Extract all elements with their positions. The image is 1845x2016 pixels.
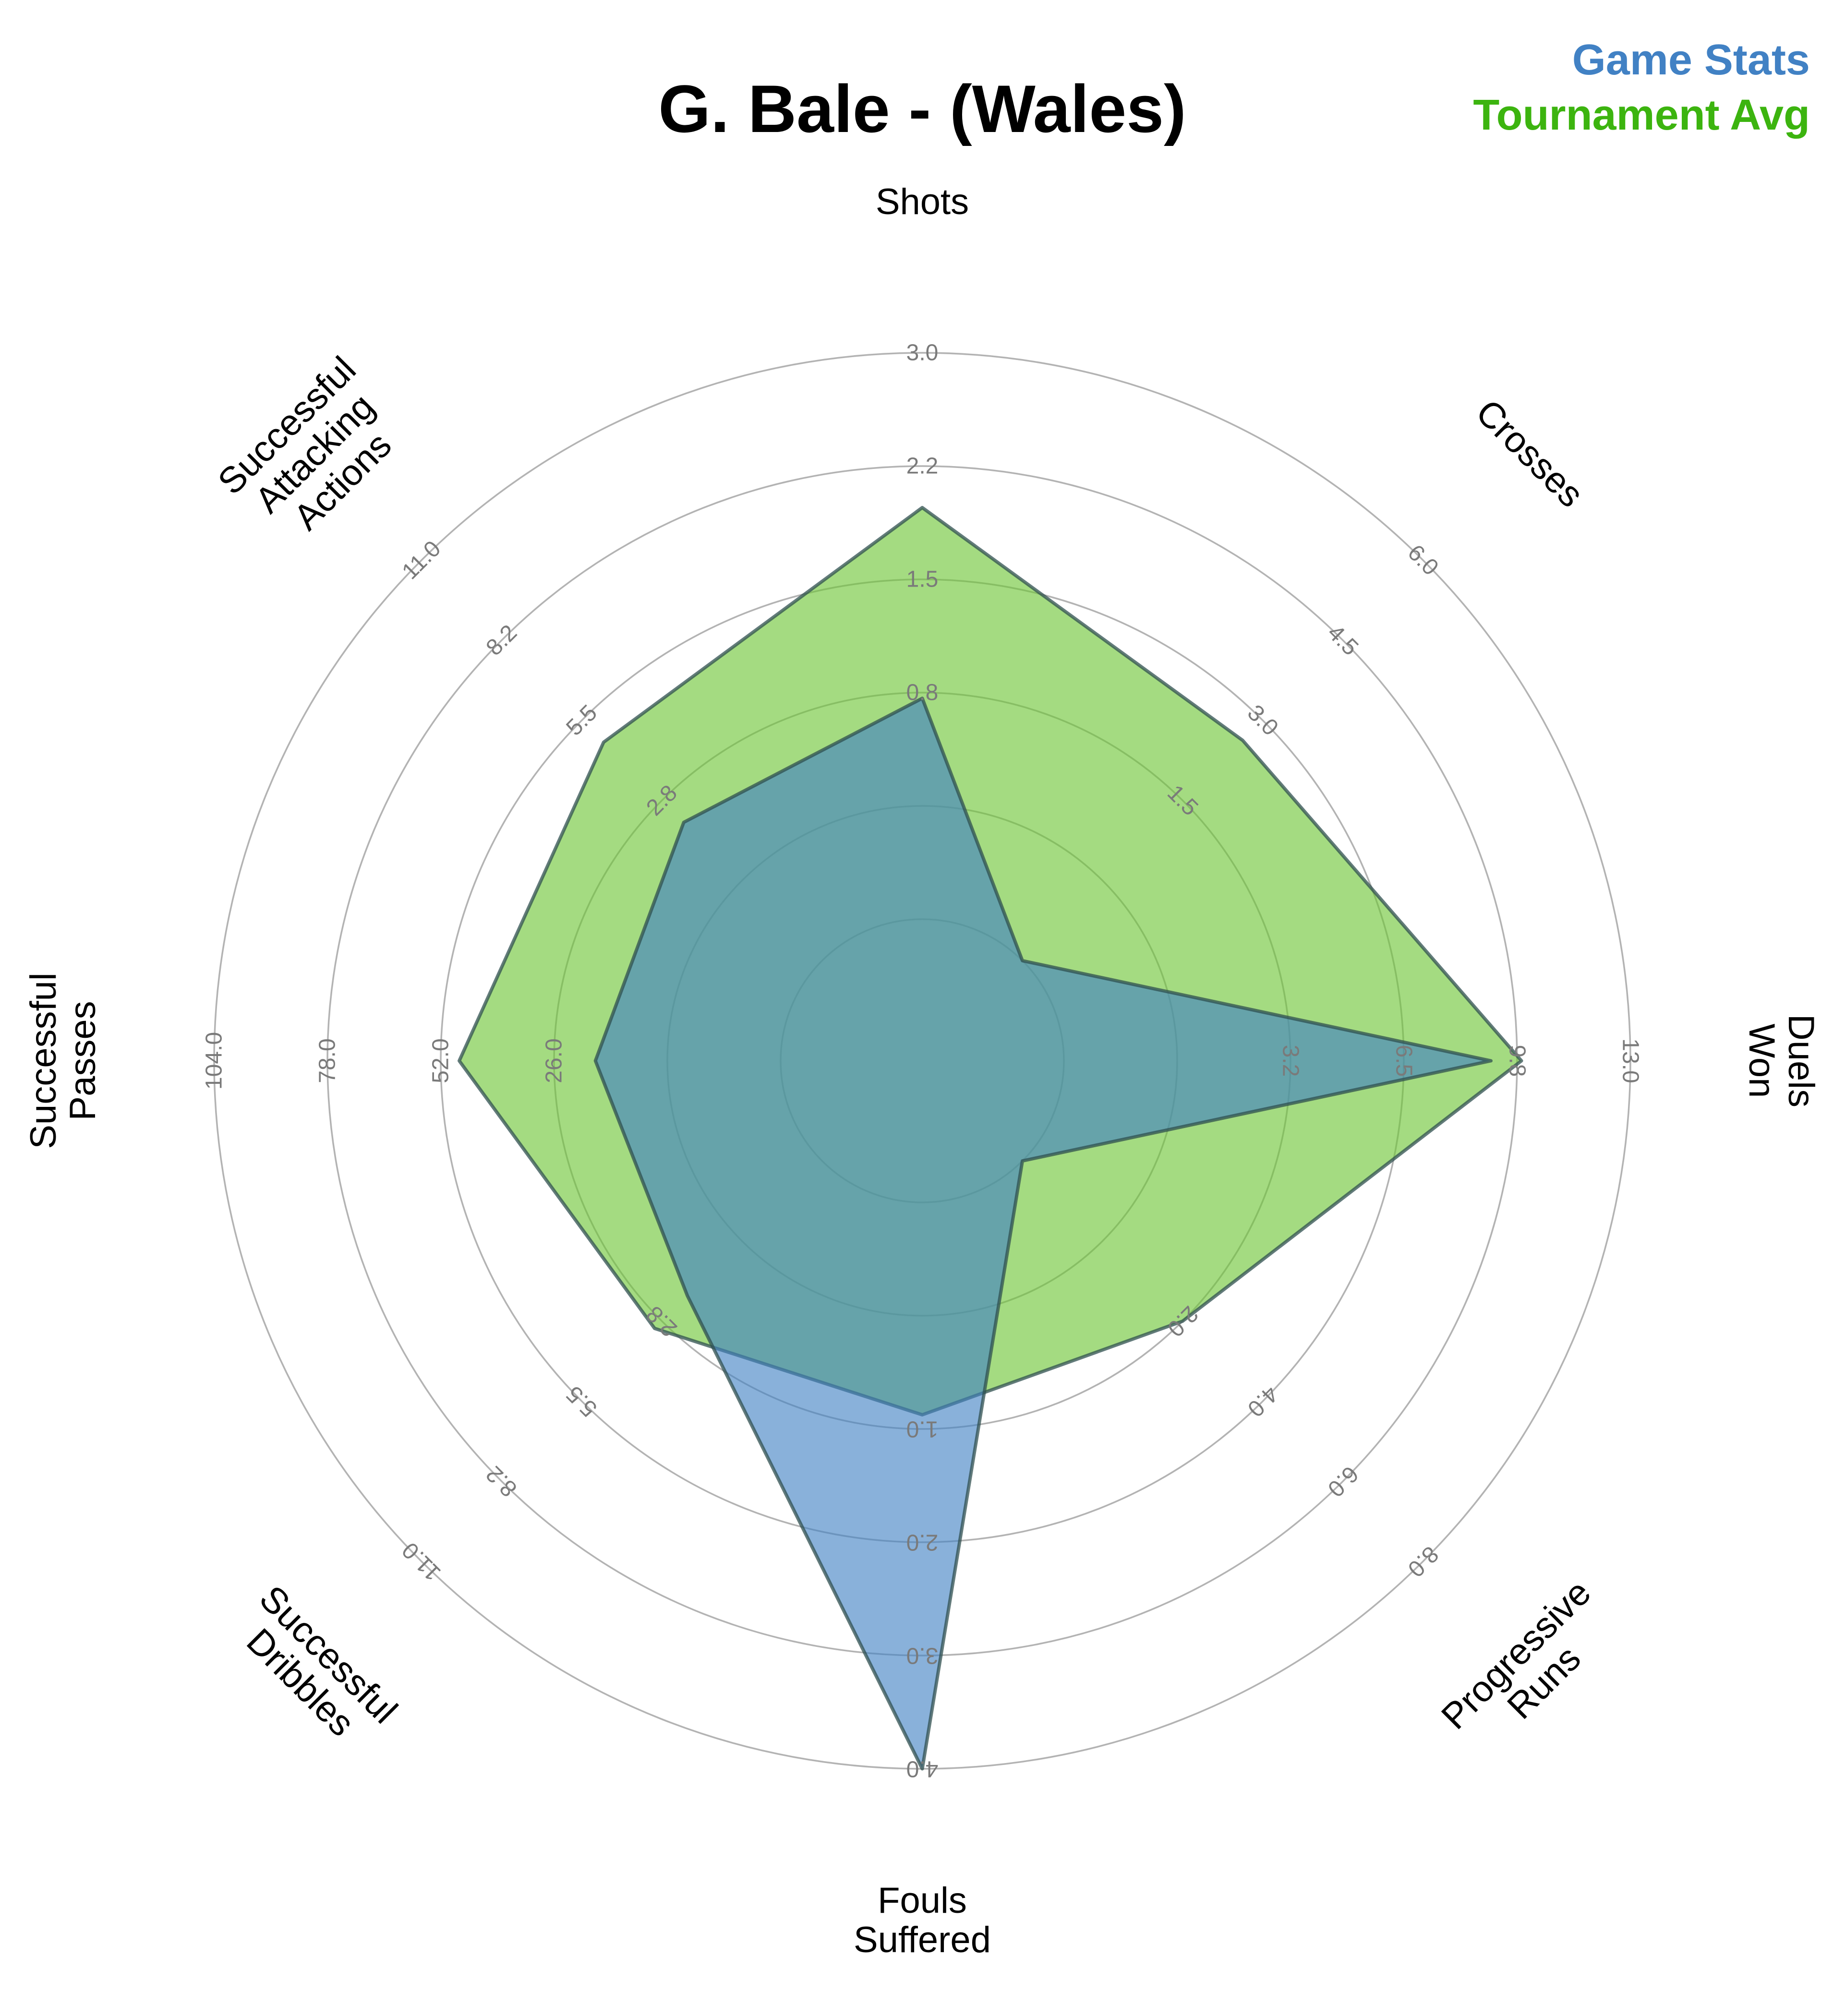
- tick-label-fouls-suffered-3: 3.0: [906, 1643, 939, 1668]
- tick-label-fouls-suffered-4: 4.0: [906, 1756, 939, 1782]
- tick-label-duels-won-3: 9.8: [1505, 1045, 1530, 1077]
- legend-game-stats: Game Stats: [1572, 36, 1810, 84]
- tick-label-duels-won-4: 13.0: [1618, 1038, 1643, 1083]
- axis-label-successful-dribbles: SuccessfulDribbles: [224, 1578, 405, 1759]
- axis-label-line: Duels: [1781, 1014, 1821, 1107]
- tick-label-shots-1: 0.8: [906, 680, 939, 706]
- axis-label-line: Suffered: [854, 1920, 991, 1960]
- tick-label-fouls-suffered-1: 1.0: [906, 1416, 939, 1442]
- tick-label-shots-2: 1.5: [906, 567, 939, 592]
- tick-label-fouls-suffered-2: 2.0: [906, 1530, 939, 1555]
- axis-label-duels-won: DuelsWon: [1741, 1014, 1821, 1107]
- radar-axis-labels: Shots Crosses DuelsWon ProgressiveRuns Fouls…: [23, 181, 1821, 1960]
- chart-title: G. Bale - (Wales): [658, 71, 1186, 146]
- radar-tick-labels: 0.81.52.23.01.53.04.56.03.2 6.5 9.8 13.02.0…: [202, 340, 1643, 1782]
- tick-label-duels-won-2: 6.5: [1391, 1045, 1417, 1077]
- axis-label-line: Fouls: [878, 1880, 967, 1921]
- axis-label-successful-passes: SuccessfulPasses: [23, 972, 103, 1149]
- tick-label-successful-passes-4: 104.0: [202, 1032, 227, 1090]
- axis-label-line: Crosses: [1468, 392, 1592, 515]
- axis-label-shots: Shots: [876, 181, 969, 222]
- tick-label-shots-3: 2.2: [906, 454, 939, 479]
- legend-tournament-avg: Tournament Avg: [1473, 91, 1810, 139]
- tick-label-shots-4: 3.0: [906, 340, 939, 366]
- axis-label-fouls-suffered: Fouls Suffered: [854, 1880, 991, 1960]
- tick-label-successful-passes-3: 78.0: [315, 1038, 340, 1083]
- radar-series-layer: [458, 506, 1523, 1771]
- series-polygon-game-stats: [593, 696, 1493, 1771]
- axis-label-progressive-runs: ProgressiveRuns: [1434, 1572, 1627, 1765]
- axis-label-line: Shots: [876, 181, 969, 222]
- axis-label-line: Passes: [62, 1001, 103, 1120]
- axis-label-line: Won: [1741, 1024, 1782, 1098]
- axis-label-successful-attacking-actions: SuccessfulAttackingActions: [210, 349, 420, 558]
- tick-label-successful-passes-2: 52.0: [428, 1038, 454, 1083]
- tick-label-successful-passes-1: 26.0: [542, 1038, 567, 1083]
- axis-label-line: Successful: [23, 972, 64, 1149]
- axis-label-crosses: Crosses: [1468, 392, 1592, 515]
- tick-label-duels-won-1: 3.2: [1278, 1045, 1303, 1077]
